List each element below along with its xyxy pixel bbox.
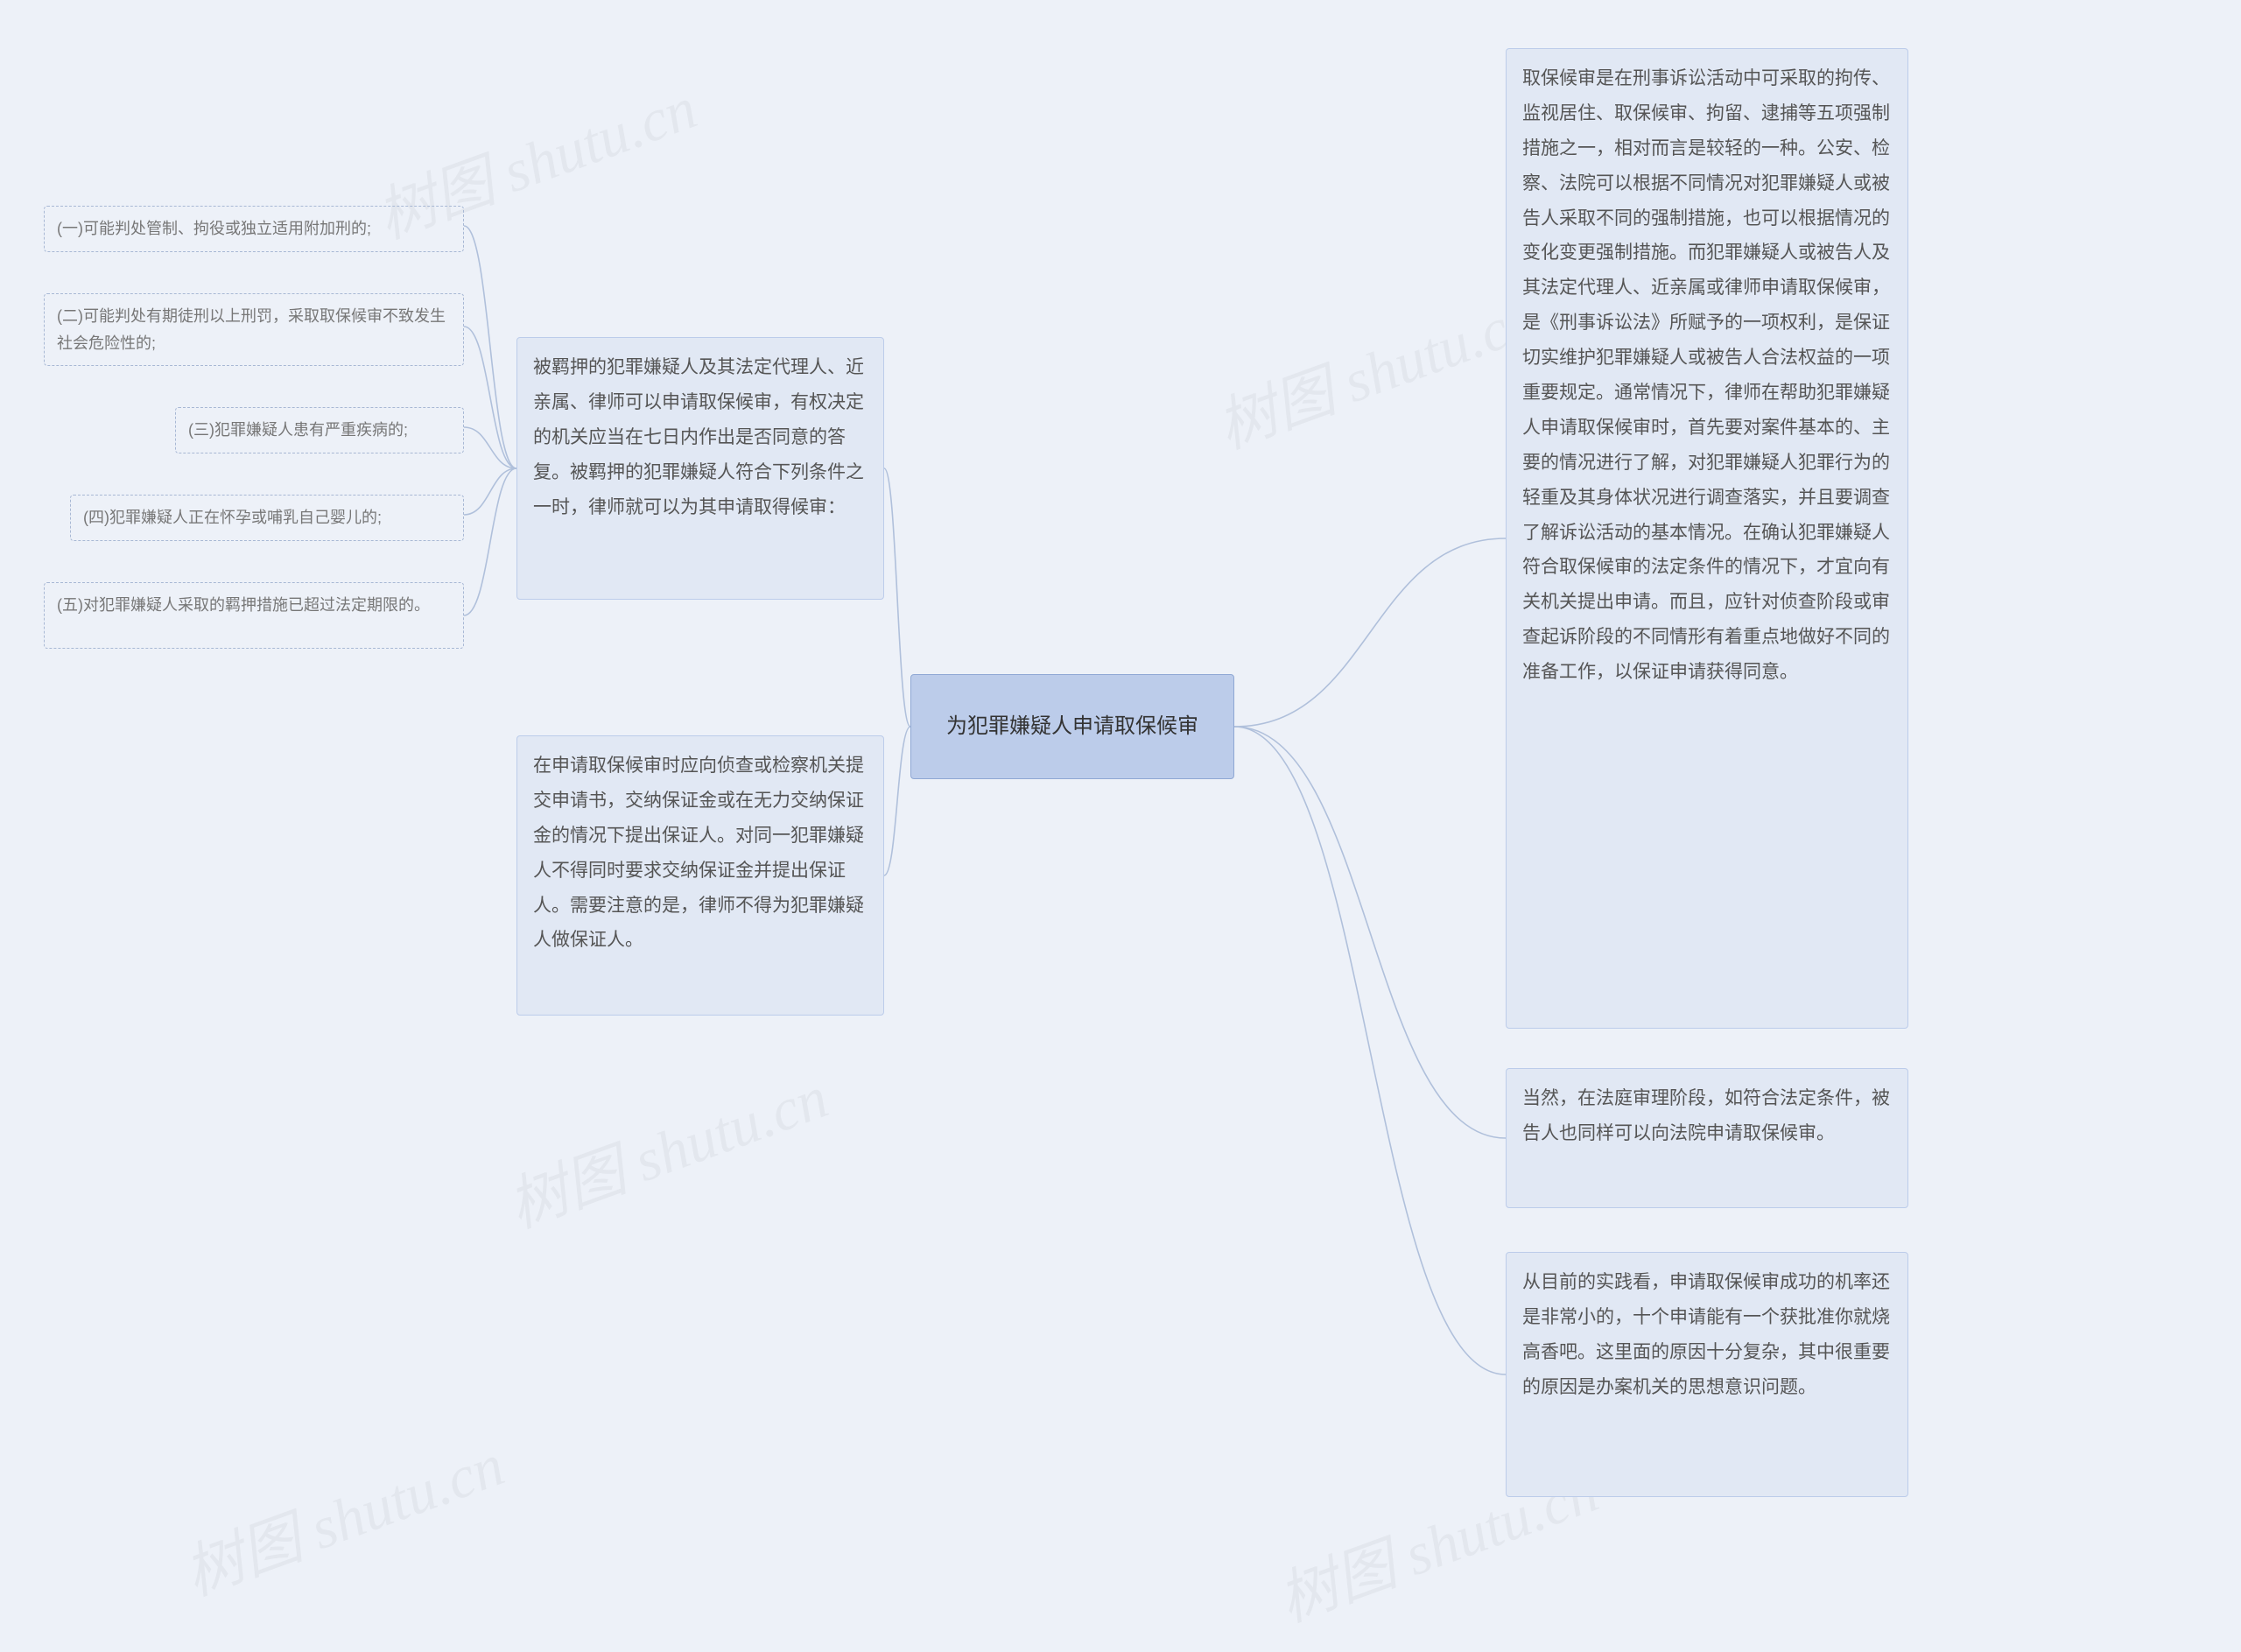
node-text: 从目前的实践看，申请取保候审成功的机率还是非常小的，十个申请能有一个获批准你就烧… — [1522, 1272, 1890, 1397]
left-branch-l1[interactable]: 被羁押的犯罪嫌疑人及其法定代理人、近亲属、律师可以申请取保候审，有权决定的机关应… — [516, 337, 884, 600]
node-text: 被羁押的犯罪嫌疑人及其法定代理人、近亲属、律师可以申请取保候审，有权决定的机关应… — [533, 357, 864, 517]
leaf-l1a[interactable]: (一)可能判处管制、拘役或独立适用附加刑的; — [44, 206, 464, 252]
right-branch-r3[interactable]: 从目前的实践看，申请取保候审成功的机率还是非常小的，十个申请能有一个获批准你就烧… — [1506, 1252, 1908, 1497]
right-branch-r2[interactable]: 当然，在法庭审理阶段，如符合法定条件，被告人也同样可以向法院申请取保候审。 — [1506, 1068, 1908, 1208]
node-text: (三)犯罪嫌疑人患有严重疾病的; — [188, 421, 408, 439]
right-branch-r1[interactable]: 取保候审是在刑事诉讼活动中可采取的拘传、监视居住、取保候审、拘留、逮捕等五项强制… — [1506, 48, 1908, 1029]
watermark: 树图 shutu.cn — [495, 1049, 838, 1245]
node-text: 在申请取保候审时应向侦查或检察机关提交申请书，交纳保证金或在无力交纳保证金的情况… — [533, 756, 864, 950]
root-text: 为犯罪嫌疑人申请取保候审 — [946, 706, 1198, 747]
node-text: (二)可能判处有期徒刑以上刑罚，采取取保候审不致发生社会危险性的; — [57, 307, 446, 352]
watermark: 树图 shutu.cn — [1204, 270, 1547, 466]
node-text: 取保候审是在刑事诉讼活动中可采取的拘传、监视居住、取保候审、拘留、逮捕等五项强制… — [1522, 68, 1890, 682]
leaf-l1b[interactable]: (二)可能判处有期徒刑以上刑罚，采取取保候审不致发生社会危险性的; — [44, 293, 464, 366]
leaf-l1c[interactable]: (三)犯罪嫌疑人患有严重疾病的; — [175, 407, 464, 453]
root-node[interactable]: 为犯罪嫌疑人申请取保候审 — [910, 674, 1234, 779]
node-text: 当然，在法庭审理阶段，如符合法定条件，被告人也同样可以向法院申请取保候审。 — [1522, 1088, 1890, 1143]
node-text: (四)犯罪嫌疑人正在怀孕或哺乳自己婴儿的; — [83, 509, 382, 526]
leaf-l1d[interactable]: (四)犯罪嫌疑人正在怀孕或哺乳自己婴儿的; — [70, 495, 464, 541]
leaf-l1e[interactable]: (五)对犯罪嫌疑人采取的羁押措施已超过法定期限的。 — [44, 582, 464, 649]
node-text: (五)对犯罪嫌疑人采取的羁押措施已超过法定期限的。 — [57, 596, 430, 614]
left-branch-l2[interactable]: 在申请取保候审时应向侦查或检察机关提交申请书，交纳保证金或在无力交纳保证金的情况… — [516, 735, 884, 1016]
node-text: (一)可能判处管制、拘役或独立适用附加刑的; — [57, 220, 371, 237]
watermark: 树图 shutu.cn — [171, 1417, 514, 1613]
